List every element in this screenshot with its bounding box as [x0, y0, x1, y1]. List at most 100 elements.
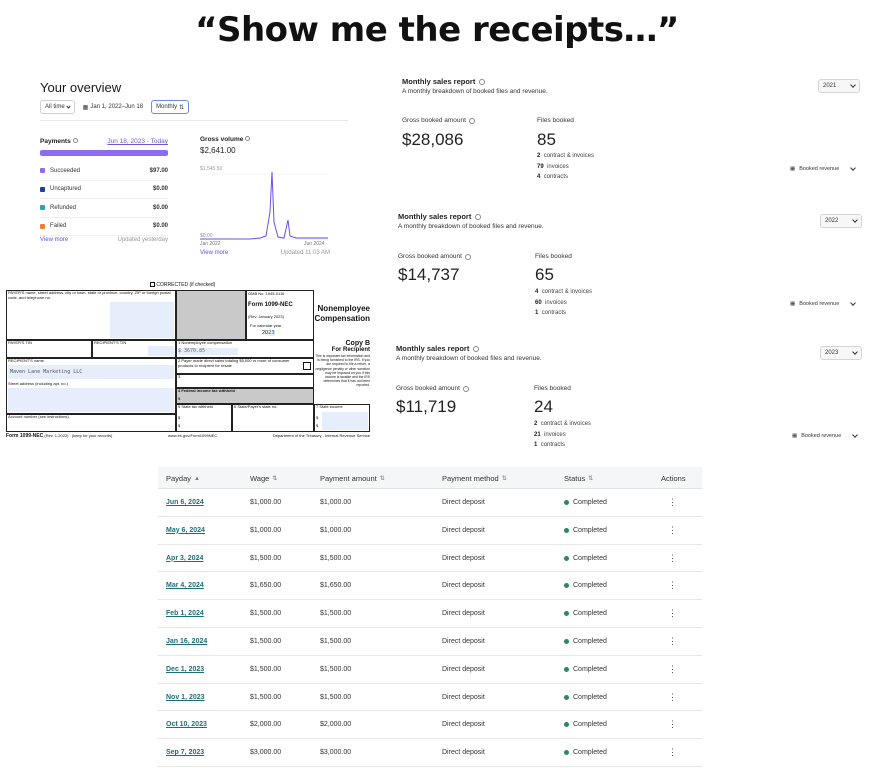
table-row: Oct 10, 2023 $2,000.00 $2,000.00 Direct dep…	[158, 711, 702, 740]
recipient-name-field[interactable]	[8, 365, 174, 379]
box7-field[interactable]	[322, 412, 368, 430]
payer-tin-box	[6, 340, 92, 358]
status-dot-icon	[564, 555, 569, 561]
more-actions-icon[interactable]: ⋮	[668, 747, 677, 758]
x-end-label: Jun 2024	[304, 241, 325, 247]
chevron-down-icon	[852, 432, 859, 438]
date-range-filter[interactable]: ▦ Jan 1, 2022–Jun 18	[79, 100, 147, 114]
chevron-down-icon	[850, 300, 857, 306]
sales-report-2022: Monthly sales report A monthly breakdown…	[386, 206, 874, 336]
recipient-name-label: RECIPIENT'S name	[8, 358, 44, 363]
more-actions-icon[interactable]: ⋮	[668, 580, 677, 591]
all-time-filter[interactable]: All time	[40, 100, 75, 114]
street-field[interactable]	[8, 388, 174, 412]
x-start-label: Jan 2022	[200, 241, 221, 247]
more-actions-icon[interactable]: ⋮	[668, 497, 677, 507]
omb-block	[246, 290, 314, 340]
wage-cell: $1,500.00	[250, 665, 282, 673]
payment-row-uncaptured: Uncaptured $0.00	[40, 181, 168, 199]
info-icon	[464, 253, 471, 260]
calendar-icon: ▦	[82, 104, 89, 111]
more-actions-icon[interactable]: ⋮	[668, 524, 677, 535]
payment-amount-cell: $1,500.00	[320, 638, 352, 645]
recipient-block	[6, 358, 176, 414]
booked-revenue-toggle[interactable]: ▦ Booked revenue	[790, 300, 857, 307]
status-dot-icon	[564, 500, 569, 505]
box1	[176, 340, 314, 358]
period-filter[interactable]: Monthly ⇅	[151, 100, 190, 114]
box2-checkbox[interactable]	[303, 362, 311, 370]
year-select[interactable]: 2023	[820, 346, 862, 360]
booked-revenue-toggle[interactable]: ▦ Booked revenue	[792, 432, 859, 439]
payment-method-cell: Direct deposit	[442, 526, 485, 534]
payment-row-failed: Failed $0.00	[40, 218, 168, 236]
payday-link[interactable]: Jun 6, 2024	[166, 499, 204, 506]
info-icon	[72, 138, 78, 143]
payday-link[interactable]: Nov 1, 2023	[166, 693, 205, 701]
payday-link[interactable]: Feb 1, 2024	[166, 610, 204, 618]
more-actions-icon[interactable]: ⋮	[668, 552, 677, 563]
report-title: Monthly sales report	[396, 344, 480, 353]
calendar-icon: ▦	[790, 166, 796, 172]
payday-link[interactable]: May 6, 2024	[166, 526, 205, 534]
gross-volume-chart: $1,545.50 $0.00 Jan 2022 Jun 2024	[200, 166, 328, 247]
payday-link[interactable]: Oct 10, 2023	[166, 721, 207, 729]
payment-method-cell: Direct deposit	[442, 610, 485, 618]
wage-cell: $1,500.00	[250, 638, 282, 645]
overview-title: Your overview	[40, 80, 122, 95]
gray-column	[176, 290, 246, 340]
payday-link[interactable]: Mar 4, 2024	[166, 582, 204, 590]
sort-icon: ⇅	[272, 476, 278, 482]
files-booked-label: Files booked	[534, 385, 571, 392]
report-subtitle: A monthly breakdown of booked files and …	[396, 355, 542, 362]
column-payday[interactable]: Payday ▲︎	[166, 474, 200, 483]
column-status[interactable]: Status ⇅	[564, 474, 594, 483]
more-actions-icon[interactable]: ⋮	[668, 719, 677, 730]
payment-amount: $0.00	[152, 204, 168, 211]
gross-view-more-link[interactable]: View more	[200, 250, 229, 256]
sort-icon: ▲︎	[194, 475, 200, 482]
payer-field[interactable]	[110, 302, 174, 338]
box6	[232, 404, 314, 432]
recipient-tin-field[interactable]	[148, 346, 174, 356]
files-booked-value: 24	[534, 397, 553, 416]
gross-booked-label: Gross booked amount	[402, 117, 475, 124]
gross-volume-footer: View more Updated 11:03 AM	[200, 250, 330, 256]
wage-cell: $1,500.00	[250, 554, 282, 562]
report-title: Monthly sales report	[398, 212, 482, 221]
status-badge: Completed	[564, 721, 607, 728]
sort-icon: ⇅	[501, 476, 507, 482]
more-actions-icon[interactable]: ⋮	[668, 663, 677, 674]
payment-method-cell: Direct deposit	[442, 638, 485, 645]
booked-revenue-toggle[interactable]: ▦ Booked revenue	[790, 165, 857, 172]
table-row: Sep 7, 2023 $3,000.00 $3,000.00 Direct depo…	[158, 739, 702, 767]
overview-divider	[40, 120, 348, 121]
column-wage[interactable]: Wage ⇅	[250, 474, 278, 483]
more-actions-icon[interactable]: ⋮	[668, 691, 677, 702]
box1-value[interactable]: $ 3670.85	[178, 348, 238, 355]
files-breakdown: 4 contract & invoices 60 invoices 1 cont…	[535, 289, 593, 316]
year-select[interactable]: 2022	[820, 214, 862, 228]
year-select[interactable]: 2021	[818, 79, 860, 93]
payments-date-range[interactable]: Jun 18, 2023 - Today	[107, 138, 168, 145]
payday-link[interactable]: Jan 16, 2024	[166, 638, 208, 645]
box7-label: 7 State income	[316, 404, 343, 409]
column-payment-method[interactable]: Payment method ⇅	[442, 474, 507, 483]
more-actions-icon[interactable]: ⋮	[668, 608, 677, 619]
all-time-label: All time	[45, 104, 65, 110]
payments-view-more-link[interactable]: View more	[40, 237, 69, 243]
form-title: Nonemployee Compensation	[314, 304, 370, 323]
table-row: Dec 1, 2023 $1,500.00 $1,500.00 Direct depo…	[158, 656, 702, 684]
payment-method-cell: Direct deposit	[442, 665, 485, 673]
payday-link[interactable]: Dec 1, 2023	[166, 665, 205, 673]
status-dot-icon	[564, 527, 569, 533]
payments-footer: View more Updated yesterday	[40, 237, 168, 243]
sort-icon: ⇅	[588, 476, 594, 482]
files-booked-label: Files booked	[535, 253, 572, 260]
wage-cell: $1,000.00	[250, 526, 282, 534]
payday-link[interactable]: Apr 3, 2024	[166, 554, 204, 562]
column-payment-amount[interactable]: Payment amount ⇅	[320, 474, 385, 483]
box5	[176, 404, 232, 432]
payday-link[interactable]: Sep 7, 2023	[166, 749, 205, 757]
more-actions-icon[interactable]: ⋮	[668, 636, 677, 646]
